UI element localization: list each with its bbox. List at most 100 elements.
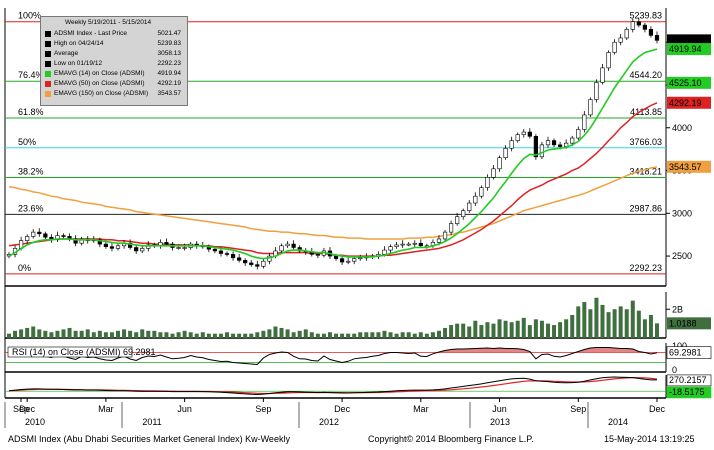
volume-bar (509, 322, 514, 338)
volume-bar (655, 323, 659, 338)
x-year-label: 2012 (319, 417, 339, 427)
fib-value-label: 2987.86 (629, 203, 662, 213)
price-candle (612, 41, 617, 53)
price-candle (128, 242, 133, 248)
price-candle (382, 249, 387, 255)
volume-bar (539, 320, 544, 338)
price-candle (418, 242, 423, 247)
x-month-label: Sep (255, 404, 271, 414)
legend-value: 4919.94 (157, 70, 182, 77)
price-candle (570, 137, 575, 144)
price-candle (576, 129, 581, 139)
legend-value: 3543.57 (157, 90, 182, 97)
legend-box: Weekly 5/19/2011 - 5/15/2014 ADSMI Index… (40, 16, 188, 106)
volume-bar (497, 319, 502, 338)
legend-header: Weekly 5/19/2011 - 5/15/2014 (65, 19, 152, 26)
fib-pct-label: 23.6% (18, 203, 44, 213)
volume-bar (358, 332, 363, 338)
volume-bar (7, 333, 11, 338)
volume-bar (146, 330, 151, 338)
price-candle (285, 243, 290, 247)
price-candle (25, 236, 30, 241)
legend-swatch (45, 91, 51, 97)
volume-bar (309, 332, 314, 338)
legend-swatch (45, 71, 51, 77)
price-candle (515, 134, 520, 141)
price-candle (109, 246, 115, 249)
volume-bar (73, 330, 78, 338)
volume-bar (588, 309, 593, 338)
rsi-ytick-label: 100 (672, 341, 687, 351)
legend-entry: EMAVG (14) on Close (ADSMI) 4919.94 (45, 70, 183, 79)
volume-bar (164, 332, 169, 338)
legend-value: 5021.47 (157, 30, 182, 37)
volume-bar (618, 306, 623, 338)
price-candle (394, 244, 399, 247)
volume-bar (225, 332, 230, 338)
volume-bar (170, 333, 175, 338)
x-month-label: Dec (334, 404, 351, 414)
price-candle (461, 210, 466, 218)
legend-swatch (45, 51, 51, 57)
fib-pct-label: 100% (18, 11, 41, 21)
x-year-label: 2010 (25, 417, 45, 427)
price-badge-label: 4919.94 (669, 44, 702, 54)
price-candle (636, 21, 641, 26)
volume-ytick-label: 2B (672, 304, 683, 314)
price-candle (497, 157, 502, 170)
legend-swatch (45, 61, 51, 67)
ema150-series-line (8, 166, 658, 240)
volume-bar (521, 317, 526, 338)
volume-last-badge (667, 317, 711, 330)
volume-bar (576, 306, 581, 338)
legend-label: ADSMI Index - Last Price (54, 30, 127, 37)
volume-bar (370, 332, 375, 338)
price-candle (455, 216, 460, 224)
price-candle (79, 238, 84, 244)
price-candle (388, 246, 393, 251)
fib-value-label: 4544.20 (629, 70, 662, 80)
fib-pct-label: 61.8% (18, 107, 44, 117)
volume-bar (364, 332, 369, 338)
volume-bar (642, 319, 647, 338)
legend-value: 2292.23 (157, 60, 182, 67)
price-candle (412, 242, 417, 245)
price-candle (218, 250, 224, 254)
price-candle (533, 136, 538, 158)
volume-bar (31, 326, 36, 338)
rsi-ytick-label: 0 (672, 365, 677, 375)
volume-bar (515, 320, 520, 338)
volume-bar (128, 330, 133, 338)
rsi-label-box (7, 346, 133, 358)
volume-bar (352, 333, 357, 338)
volume-bar (249, 333, 254, 338)
price-candle (630, 21, 635, 30)
price-candle (648, 29, 654, 36)
legend-swatch (45, 31, 51, 37)
volume-bar (327, 332, 332, 338)
price-candle (140, 248, 145, 252)
price-candle (618, 37, 623, 43)
price-candle (654, 35, 660, 41)
volume-bar (122, 329, 127, 338)
volume-bar (55, 330, 60, 338)
volume-bar (243, 333, 248, 338)
ema14-series-line (8, 48, 658, 260)
price-badge-label: 3543.57 (669, 162, 702, 172)
volume-bar (176, 332, 181, 338)
volume-bar (315, 333, 320, 338)
price-candle (448, 223, 454, 233)
price-candle (588, 99, 593, 116)
price-candle (115, 245, 121, 249)
price-badge (667, 160, 711, 173)
volume-bar (418, 332, 423, 338)
volume-bar (382, 330, 387, 338)
fib-value-label: 3418.21 (629, 167, 662, 177)
volume-bar (13, 330, 18, 338)
price-candle (297, 247, 302, 252)
legend-label: EMAVG (150) on Close (ADSMI) (54, 90, 149, 97)
price-candle (146, 244, 151, 249)
fib-value-label: 3766.03 (629, 137, 662, 147)
volume-bar (479, 325, 484, 338)
